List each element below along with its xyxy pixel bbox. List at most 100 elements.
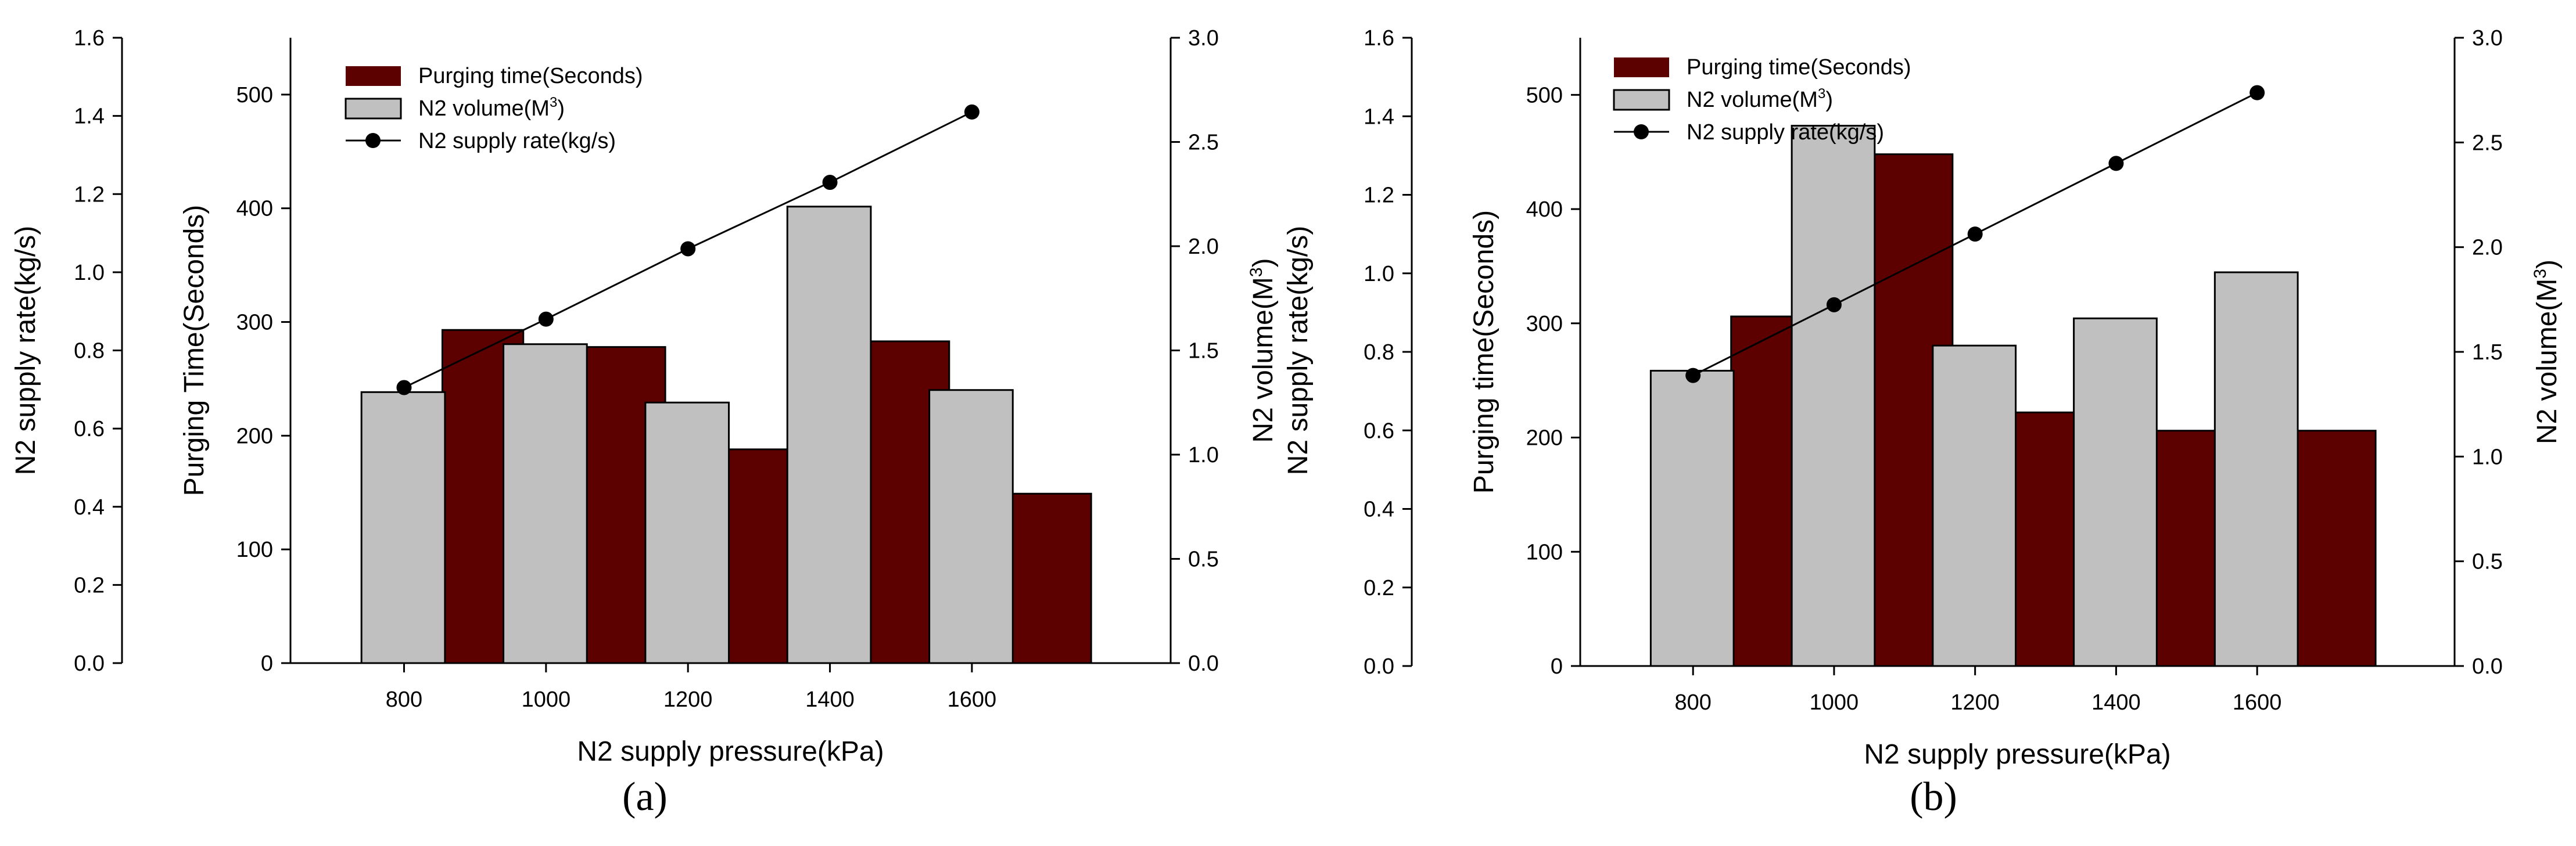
purge-axis-title: Purging Time(Seconds) <box>179 205 210 496</box>
rate-axis-title: N2 supply rate(kg/s) <box>10 226 41 476</box>
supply-rate-point-1400 <box>2108 156 2124 171</box>
x-tick-label-1600: 1600 <box>2233 690 2282 715</box>
rate-tick-label: 0.8 <box>1364 340 1394 365</box>
volume-tick-label: 0.5 <box>2472 550 2503 574</box>
supply-rate-point-1600 <box>2249 85 2265 100</box>
volume-tick-label: 1.5 <box>1188 339 1219 363</box>
rate-tick-label: 0.6 <box>1364 419 1394 443</box>
legend-swatch-volume <box>345 98 402 120</box>
legend-label-purge: Purging time(Seconds) <box>418 64 643 88</box>
x-tick-label-1200: 1200 <box>1950 690 2000 715</box>
volume-axis-title: N2 volume(M3) <box>1247 258 1279 442</box>
legend-label-text: Purging time(Seconds) <box>1687 55 1911 80</box>
x-tick-label-1000: 1000 <box>1810 690 1859 715</box>
volume-axis-title-sup: 3 <box>1247 267 1266 277</box>
legend-label-purge: Purging time(Seconds) <box>1687 55 1911 80</box>
supply-rate-point-800 <box>396 380 412 395</box>
legend-label-text: N2 supply rate(kg/s) <box>1687 120 1884 145</box>
volume-tick-label: 3.0 <box>2472 26 2503 51</box>
rate-tick-label: 0.6 <box>74 417 105 441</box>
volume-axis-title-main: N2 volume(M <box>1248 277 1279 442</box>
purge-tick-label: 300 <box>236 311 273 335</box>
x-tick-label-800: 800 <box>1674 690 1711 715</box>
volume-axis-title: N2 volume(M3) <box>2531 260 2563 444</box>
x-tick-label-800: 800 <box>386 687 422 712</box>
purge-tick-label: 0 <box>261 651 273 676</box>
rate-axis-title-secondary: N2 supply rate(kg/s) <box>1283 226 1314 476</box>
volume-tick-label: 1.5 <box>2472 340 2503 365</box>
volume-tick-label: 2.0 <box>1188 235 1219 259</box>
legend-label-text: N2 volume(M <box>1687 88 1818 112</box>
purge-tick-label: 100 <box>1526 540 1563 564</box>
volume-tick-label: 2.5 <box>1188 131 1219 155</box>
purge-tick-label: 400 <box>236 197 273 221</box>
legend-swatch-purge <box>1614 57 1669 77</box>
volume-bar-1400 <box>2073 317 2158 667</box>
legend-swatch-marker <box>365 133 381 148</box>
x-tick-label-1000: 1000 <box>522 687 571 712</box>
volume-bar-1000 <box>503 343 588 664</box>
rate-tick-label: 1.0 <box>1364 262 1394 286</box>
volume-bar-800 <box>1649 369 1735 667</box>
purge-tick-label: 0 <box>1551 654 1563 679</box>
supply-rate-point-1000 <box>1826 297 1842 312</box>
rate-tick-label: 0.0 <box>1364 654 1394 679</box>
volume-bar-800 <box>360 391 446 664</box>
volume-bar-1000 <box>1791 124 1876 667</box>
x-tick-label-1600: 1600 <box>948 687 997 712</box>
legend-label-line: N2 supply rate(kg/s) <box>418 129 616 153</box>
purge-bar-1600 <box>2294 430 2377 667</box>
purge-axis-title: Purging time(Seconds) <box>1469 210 1499 494</box>
rate-tick-label: 1.6 <box>74 26 105 51</box>
volume-axis-title-sup: 3 <box>2531 269 2550 279</box>
rate-tick-label: 0.2 <box>1364 576 1394 600</box>
volume-bar-1200 <box>1932 344 2017 667</box>
volume-bar-1200 <box>644 401 730 664</box>
purge-tick-label: 200 <box>236 424 273 448</box>
legend-label-line: N2 supply rate(kg/s) <box>1687 120 1884 145</box>
legend-label-text: N2 volume(M <box>418 96 550 121</box>
legend-swatch-marker <box>1634 124 1649 139</box>
purge-tick-label: 100 <box>236 538 273 562</box>
rate-tick-label: 0.0 <box>74 651 105 676</box>
volume-axis-title-close: ) <box>1248 258 1279 267</box>
volume-tick-label: 2.5 <box>2472 131 2503 155</box>
supply-rate-point-1600 <box>964 104 980 120</box>
volume-tick-label: 2.0 <box>2472 236 2503 260</box>
volume-bar-1400 <box>786 206 872 664</box>
legend-label-sup: 3 <box>1818 86 1825 102</box>
volume-tick-label: 0.5 <box>1188 548 1219 572</box>
legend-label-close: ) <box>557 96 565 121</box>
legend-swatch-volume <box>1613 89 1670 111</box>
rate-tick-label: 1.4 <box>1364 105 1394 129</box>
rate-tick-label: 1.2 <box>1364 183 1394 208</box>
volume-tick-label: 0.0 <box>1188 651 1219 676</box>
supply-rate-point-1200 <box>680 241 696 257</box>
rate-tick-label: 0.4 <box>74 495 105 520</box>
purge-tick-label: 500 <box>236 83 273 107</box>
purge-tick-label: 300 <box>1526 312 1563 336</box>
volume-bar-1600 <box>928 389 1014 664</box>
rate-tick-label: 1.2 <box>74 182 105 207</box>
legend-label-text: N2 supply rate(kg/s) <box>418 129 616 153</box>
panel-caption-b: (b) <box>1910 775 1957 819</box>
volume-axis-title-close: ) <box>2532 260 2563 269</box>
legend-label-volume: N2 volume(M3) <box>1687 86 1833 112</box>
x-axis-title: N2 supply pressure(kPa) <box>577 736 884 767</box>
panel-caption-a: (a) <box>622 775 668 819</box>
supply-rate-point-1000 <box>538 311 554 327</box>
volume-tick-label: 0.0 <box>2472 654 2503 679</box>
purge-tick-label: 500 <box>1526 83 1563 107</box>
legend-label-sup: 3 <box>550 95 557 110</box>
legend-label-volume: N2 volume(M3) <box>418 95 565 121</box>
x-axis-title: N2 supply pressure(kPa) <box>1864 739 2170 770</box>
rate-tick-label: 1.4 <box>74 105 105 129</box>
x-tick-label-1400: 1400 <box>2091 690 2141 715</box>
purge-tick-label: 200 <box>1526 426 1563 451</box>
legend-label-close: ) <box>1825 88 1833 112</box>
supply-rate-point-1400 <box>822 175 838 190</box>
volume-bar-1600 <box>2213 271 2299 667</box>
